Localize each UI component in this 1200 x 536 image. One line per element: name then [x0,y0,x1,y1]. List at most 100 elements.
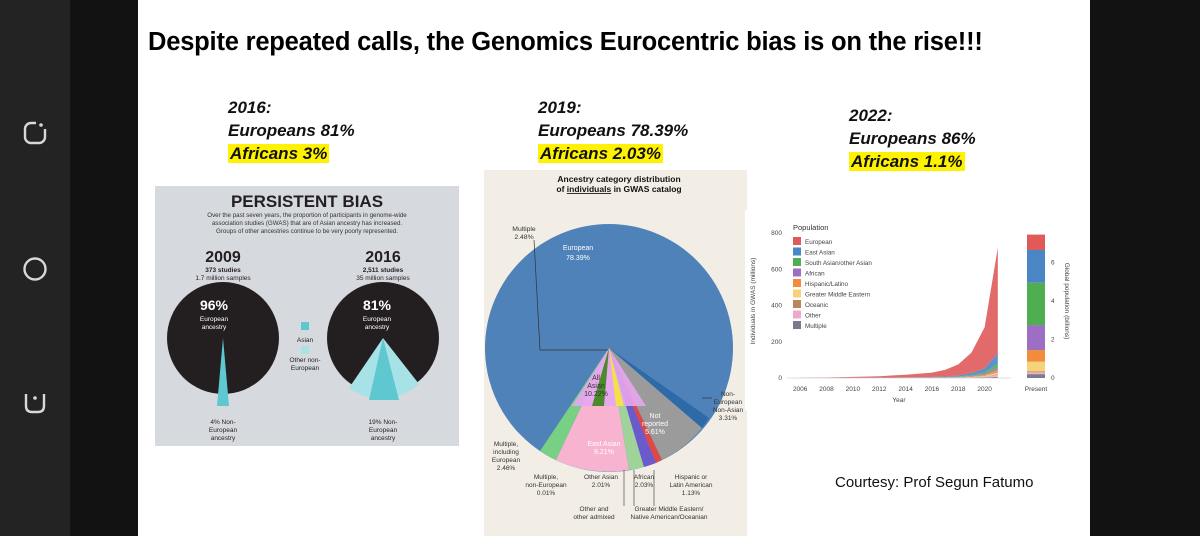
legend-label: African [805,271,825,278]
y-right-axis-label: Global population (billions) [1063,263,1070,340]
legend-label-other: Other non- [289,357,320,364]
figure-title: PERSISTENT BIAS [231,192,383,211]
description-line: Groups of other ancestries continue to b… [216,228,398,235]
pie-title: Ancestry category distribution [557,174,680,184]
label-hispanic: 1.13% [682,490,701,497]
label-multiple-non: non-European [525,482,567,489]
x-tick-label: 2012 [872,386,887,393]
legend-swatch [793,310,801,319]
present-bar-south-asian-other-asian [1027,282,1045,326]
x-tick-label: 2016 [925,386,940,393]
stat-africans: Africans 2.03% [538,144,663,163]
samples-count: 35 million samples [356,275,410,282]
pie-label: ancestry [365,324,390,331]
stat-europeans: Europeans 81% [228,121,355,140]
left-nav-rail [0,0,70,536]
present-bar-hispanic-latino [1027,350,1045,362]
label-gme: Native American/Oceanian [631,514,708,521]
stat-year: 2019: [538,98,582,117]
legend-swatch-asian [301,322,309,330]
label-african: African [634,474,655,481]
stat-europeans: Europeans 86% [849,129,976,148]
label-european: 78.39% [566,255,590,262]
label-multiple-non: Multiple, [534,474,558,481]
label-multiple-incl: including [493,449,519,456]
pie-label: ancestry [202,324,227,331]
present-bar-european [1027,234,1045,250]
present-bar-greater-middle-eastern [1027,361,1045,372]
label-non-european: Non- [721,391,735,398]
video-frame-left [70,0,138,536]
stat-year: 2022: [849,106,893,125]
y-right-tick-label: 2 [1051,337,1055,344]
y-tick-label: 400 [771,303,782,310]
stat-block-2022: 2022: Europeans 86% Africans 1.1% [849,104,976,173]
legend-swatch [793,268,801,277]
pie-title-line2: of individuals in GWAS catalog [556,184,681,194]
y-axis-label: Individuals in GWAS (millions) [750,258,757,345]
stat-year: 2016: [228,98,272,117]
label-non-european: European [714,399,743,406]
gwas-growth-area-chart: 0 200 400 600 800 Individuals in GWAS (millio… [745,210,1075,410]
persistent-bias-figure: PERSISTENT BIAS Over the past seven year… [155,186,459,446]
y-right-tick-label: 6 [1051,260,1055,267]
label-east-asian: 8.21% [594,449,614,456]
legend-label-other: European [291,365,320,372]
back-icon[interactable] [22,390,48,416]
samples-count: 1.7 million samples [195,275,251,282]
stat-europeans: Europeans 78.39% [538,121,689,140]
pie-footnote: ancestry [371,435,396,442]
studies-count: 373 studies [205,267,241,274]
year-2016: 2016 [365,249,401,266]
x-tick-label: 2010 [846,386,861,393]
legend-label: Multiple [805,323,827,330]
label-all-asian: Asian [587,383,605,390]
description-line: Over the past seven years, the proportio… [207,212,407,219]
leader-line [533,239,608,351]
pie-slice-non-european-non-asian [609,348,709,428]
legend-label: East Asian [805,250,835,257]
home-icon[interactable] [22,256,48,282]
video-frame-right [1090,0,1200,536]
present-bar-multiple [1027,374,1045,378]
legend-swatch [793,258,801,266]
label-multiple-incl: European [492,457,521,464]
stat-block-2019: 2019: Europeans 78.39% Africans 2.03% [538,96,688,165]
pie-footnote: European [369,427,398,434]
description-line: association studies (GWAS) that are of A… [212,220,403,227]
label-multiple-incl: Multiple, [494,441,518,448]
label-gme: Greater Middle Eastern/ [634,506,703,513]
label-east-asian: East Asian [587,441,620,448]
courtesy-text: Courtesy: Prof Segun Fatumo [835,474,1034,491]
label-multiple-non: 0.01% [537,490,556,497]
legend-label: European [805,239,833,246]
label-other-asian: 2.01% [592,482,611,489]
stat-africans: Africans 1.1% [849,152,965,171]
label-multiple: Multiple [512,226,536,233]
label-other-asian: Other Asian [584,474,618,481]
legend-swatch-other [301,346,309,354]
legend-swatch [793,247,801,256]
label-other-admixed: other admixed [573,514,615,521]
pie-slice-non-european [217,338,229,406]
legend-label: South Asian/other Asian [805,260,872,267]
year-2009: 2009 [205,249,241,266]
stat-africans: Africans 3% [228,144,330,163]
present-bar-east-asian [1027,249,1045,283]
recent-apps-icon[interactable] [22,120,48,146]
legend-title: Population [793,223,828,232]
label-all-asian: All [592,375,600,382]
x-tick-label: 2006 [793,386,808,393]
pie-footnote: 4% Non- [210,419,235,426]
label-hispanic: Latin American [670,482,713,489]
present-bar-oceanic [1027,371,1045,373]
pie-footnote: European [209,427,238,434]
label-not-reported: 5.61% [645,429,665,436]
pie-pct: 96% [200,297,229,313]
x-tick-label: 2008 [819,386,834,393]
label-all-asian: 10.22% [584,391,608,398]
legend-label: Other [805,313,821,320]
pie-label: European [363,316,392,323]
pie-slice-gme-inner [609,348,624,406]
studies-count: 2,511 studies [363,267,404,274]
